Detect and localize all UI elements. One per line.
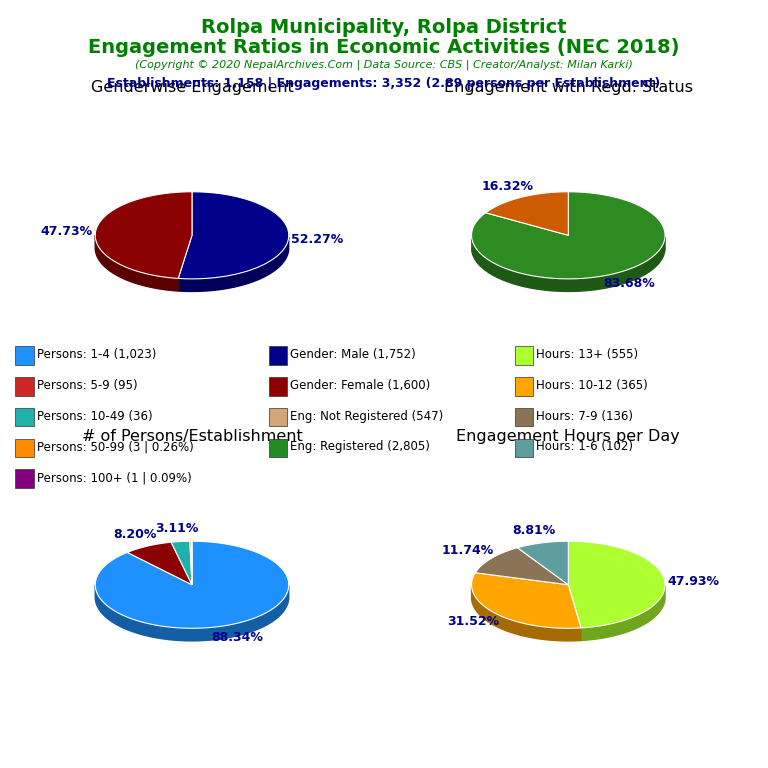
Title: Genderwise Engagement: Genderwise Engagement <box>91 80 293 94</box>
Polygon shape <box>472 573 581 628</box>
Polygon shape <box>472 248 665 291</box>
Text: Hours: 7-9 (136): Hours: 7-9 (136) <box>536 410 633 422</box>
Text: 8.20%: 8.20% <box>113 528 156 541</box>
Text: 88.34%: 88.34% <box>211 631 263 644</box>
Polygon shape <box>190 541 192 584</box>
Text: Eng: Not Registered (547): Eng: Not Registered (547) <box>290 410 444 422</box>
Text: Persons: 50-99 (3 | 0.26%): Persons: 50-99 (3 | 0.26%) <box>37 441 194 453</box>
Polygon shape <box>178 192 289 279</box>
Polygon shape <box>127 542 192 584</box>
Polygon shape <box>472 237 665 291</box>
Polygon shape <box>95 236 178 291</box>
Polygon shape <box>178 237 289 291</box>
Text: 83.68%: 83.68% <box>603 277 655 290</box>
Title: Engagement Hours per Day: Engagement Hours per Day <box>456 429 680 444</box>
Text: Gender: Male (1,752): Gender: Male (1,752) <box>290 349 416 361</box>
Polygon shape <box>485 192 568 235</box>
Polygon shape <box>472 586 581 641</box>
Text: Gender: Female (1,600): Gender: Female (1,600) <box>290 379 431 392</box>
Text: Persons: 1-4 (1,023): Persons: 1-4 (1,023) <box>37 349 156 361</box>
Text: Rolpa Municipality, Rolpa District: Rolpa Municipality, Rolpa District <box>201 18 567 37</box>
Title: Engagement with Regd. Status: Engagement with Regd. Status <box>444 80 693 94</box>
Text: 47.93%: 47.93% <box>668 574 720 588</box>
Title: # of Persons/Establishment: # of Persons/Establishment <box>81 429 303 444</box>
Text: Hours: 13+ (555): Hours: 13+ (555) <box>536 349 638 361</box>
Text: Hours: 10-12 (365): Hours: 10-12 (365) <box>536 379 648 392</box>
Polygon shape <box>518 541 568 584</box>
Polygon shape <box>95 248 289 291</box>
Polygon shape <box>171 541 192 584</box>
Polygon shape <box>95 598 289 641</box>
Text: 16.32%: 16.32% <box>482 180 534 194</box>
Text: 3.11%: 3.11% <box>155 522 199 535</box>
Text: Hours: 1-6 (102): Hours: 1-6 (102) <box>536 441 633 453</box>
Polygon shape <box>472 192 665 279</box>
Polygon shape <box>475 548 568 584</box>
Text: Engagement Ratios in Economic Activities (NEC 2018): Engagement Ratios in Economic Activities… <box>88 38 680 58</box>
Text: 31.52%: 31.52% <box>447 615 499 628</box>
Polygon shape <box>95 541 289 628</box>
Polygon shape <box>95 585 289 641</box>
Text: 8.81%: 8.81% <box>512 524 555 537</box>
Polygon shape <box>581 585 665 641</box>
Text: Persons: 100+ (1 | 0.09%): Persons: 100+ (1 | 0.09%) <box>37 472 191 484</box>
Polygon shape <box>472 598 665 641</box>
Text: 52.27%: 52.27% <box>291 233 343 246</box>
Text: (Copyright © 2020 NepalArchives.Com | Data Source: CBS | Creator/Analyst: Milan : (Copyright © 2020 NepalArchives.Com | Da… <box>135 60 633 71</box>
Text: Persons: 10-49 (36): Persons: 10-49 (36) <box>37 410 153 422</box>
Polygon shape <box>568 541 665 628</box>
Text: 47.73%: 47.73% <box>41 225 93 238</box>
Polygon shape <box>95 192 192 279</box>
Text: 11.74%: 11.74% <box>442 544 494 557</box>
Text: Persons: 5-9 (95): Persons: 5-9 (95) <box>37 379 137 392</box>
Text: Establishments: 1,158 | Engagements: 3,352 (2.89 persons per Establishment): Establishments: 1,158 | Engagements: 3,3… <box>108 77 660 90</box>
Text: Eng: Registered (2,805): Eng: Registered (2,805) <box>290 441 430 453</box>
